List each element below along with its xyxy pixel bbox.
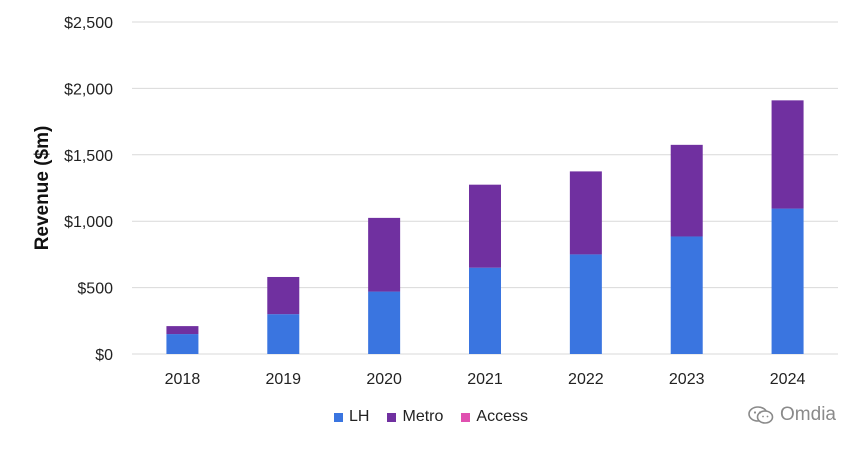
bar-metro-2022 xyxy=(569,171,602,255)
bar-lh-2019 xyxy=(267,314,300,354)
legend: LH Metro Access xyxy=(0,408,862,426)
legend-swatch xyxy=(334,412,344,422)
bar-metro-2020 xyxy=(368,217,401,292)
legend-label: Access xyxy=(476,408,528,425)
y-tick-label: $500 xyxy=(77,281,113,298)
x-tick-label: 2021 xyxy=(467,371,503,388)
legend-label: Metro xyxy=(402,408,444,425)
y-tick-label: $0 xyxy=(95,347,113,364)
x-tick-label: 2023 xyxy=(669,371,705,388)
bar-metro-2019 xyxy=(267,276,300,315)
y-tick-label: $2,000 xyxy=(64,81,113,98)
watermark: Omdia xyxy=(748,404,836,426)
y-tick-label: $1,000 xyxy=(64,214,113,231)
wechat-icon xyxy=(748,406,774,424)
bar-metro-2021 xyxy=(469,184,501,268)
x-tick-label: 2020 xyxy=(366,371,402,388)
legend-swatch xyxy=(461,412,471,422)
y-tick-labels: $0 $500 $1,000 $1,500 $2,000 $2,500 xyxy=(64,15,113,364)
bar-lh-2021 xyxy=(469,267,501,354)
x-tick-label: 2018 xyxy=(165,371,201,388)
x-tick-label: 2024 xyxy=(770,371,806,388)
x-tick-label: 2022 xyxy=(568,371,604,388)
chart-area: $0$500$1,000$1,500$2,000$2,500 2018 2019 2… xyxy=(32,15,838,388)
bar-lh-2018 xyxy=(166,334,199,354)
bar-lh-2020 xyxy=(368,291,401,354)
y-axis-label: Revenue ($m) xyxy=(32,126,53,251)
bar-lh-2022 xyxy=(569,254,602,354)
legend-item-lh: LH xyxy=(334,408,369,426)
bar-metro-2018 xyxy=(166,326,199,335)
legend-item-metro: Metro xyxy=(387,408,443,426)
bar-metro-2024 xyxy=(771,100,804,209)
y-tick-label: $1,500 xyxy=(64,148,113,165)
legend-label: LH xyxy=(349,408,370,425)
legend-item-access: Access xyxy=(461,408,528,426)
legend-swatch xyxy=(387,412,397,422)
bar-metro-2023 xyxy=(670,144,703,237)
x-tick-label: 2019 xyxy=(265,371,301,388)
bar-lh-2023 xyxy=(670,236,703,354)
bars xyxy=(166,100,804,354)
y-tick-label: $2,500 xyxy=(64,15,113,32)
x-tick-labels: 2018 2019 2020 2021 2022 2023 2024 xyxy=(165,371,806,388)
bar-lh-2024 xyxy=(771,208,804,354)
watermark-text: Omdia xyxy=(780,404,836,425)
